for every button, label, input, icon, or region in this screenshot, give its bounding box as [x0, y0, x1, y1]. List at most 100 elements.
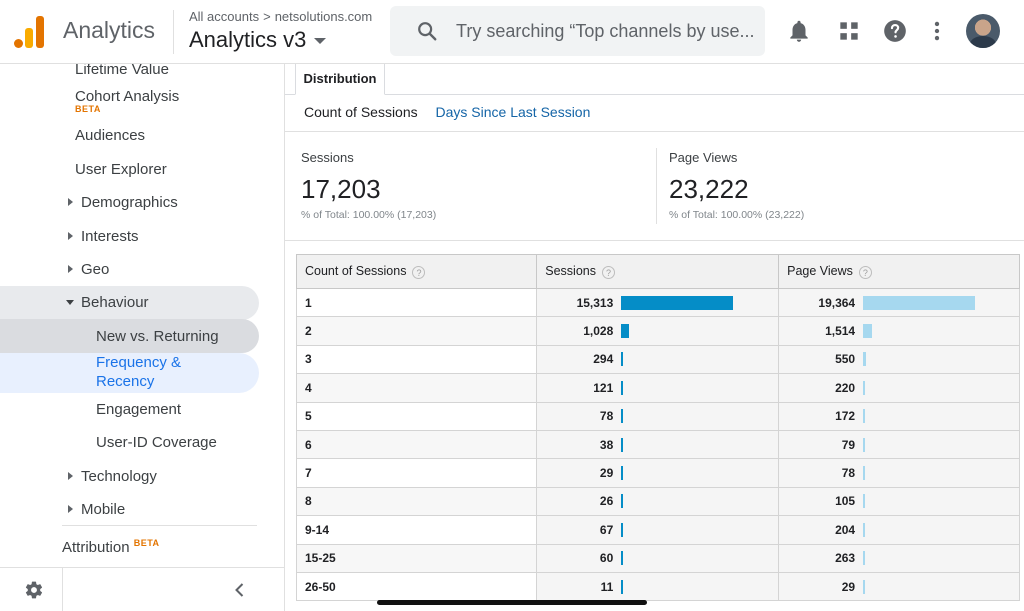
sidebar-item-audiences[interactable]: Audiences: [75, 127, 146, 144]
pageviews-bar: [863, 579, 866, 594]
bell-icon[interactable]: [786, 18, 812, 44]
sidebar-item-user-id-coverage[interactable]: User-ID Coverage: [96, 434, 217, 451]
sidebar-item-label: Cohort Analysis: [75, 88, 180, 105]
expand-arrow-icon[interactable]: [68, 505, 73, 513]
cell-pageviews: 263: [778, 543, 1020, 573]
column-header-count-of-sessions[interactable]: Count of Sessions?: [295, 254, 538, 289]
pageviews-value: 263: [835, 551, 856, 566]
cell-bucket: 6: [295, 429, 538, 460]
pageviews-value: 105: [835, 494, 856, 509]
app-title[interactable]: Analytics: [63, 17, 156, 43]
expand-arrow-icon[interactable]: [68, 265, 73, 273]
column-header-sessions[interactable]: Sessions?: [536, 254, 780, 289]
pageviews-bar: [863, 352, 867, 367]
expand-arrow-icon[interactable]: [68, 232, 73, 240]
cell-sessions: 294: [536, 344, 780, 375]
cell-sessions: 67: [536, 515, 780, 545]
cell-sessions: 60: [536, 543, 780, 573]
sidebar-item-new-vs-returning[interactable]: New vs. Returning: [96, 328, 219, 345]
apps-grid-icon[interactable]: [836, 18, 862, 44]
search-box[interactable]: [390, 6, 765, 56]
gear-icon[interactable]: [24, 580, 44, 600]
search-input[interactable]: [456, 16, 756, 46]
breadcrumb-account: netsolutions.com: [274, 9, 373, 24]
home-indicator[interactable]: [377, 600, 647, 605]
sidebar-item-interests[interactable]: Interests: [81, 228, 139, 245]
table-row: 8 26 105: [295, 486, 1020, 517]
collapse-arrow-icon[interactable]: [66, 300, 74, 305]
tab-distribution[interactable]: Distribution: [295, 64, 385, 95]
column-header-label: Page Views: [787, 264, 853, 279]
column-header-page-views[interactable]: Page Views?: [778, 254, 1020, 289]
sidebar-nav: Lifetime Value Cohort Analysis BETA Audi…: [0, 64, 285, 611]
sidebar-item-label: Frequency &: [96, 354, 182, 371]
pageviews-bar: [863, 551, 866, 566]
subtab-count-of-sessions[interactable]: Count of Sessions: [304, 104, 418, 120]
pageviews-bar: [863, 466, 866, 481]
subtab-days-since-last-session[interactable]: Days Since Last Session: [435, 104, 591, 120]
sessions-value: 15,313: [576, 295, 614, 310]
help-icon[interactable]: ?: [412, 265, 426, 279]
sidebar-item-behaviour-highlight[interactable]: [0, 286, 259, 320]
property-selector[interactable]: Analytics v3: [189, 27, 327, 53]
cell-pageviews: 105: [778, 486, 1020, 517]
pageviews-bar: [863, 380, 866, 395]
sidebar-item-lifetime-value[interactable]: Lifetime Value: [75, 64, 169, 78]
sidebar-item-new-vs-returning-highlight[interactable]: [0, 319, 259, 353]
metric-summary: Sessions 17,203 % of Total: 100.00% (17,…: [285, 131, 1024, 241]
metric-label: Sessions: [301, 150, 354, 165]
sidebar-item-demographics[interactable]: Demographics: [81, 194, 178, 211]
expand-arrow-icon[interactable]: [68, 198, 73, 206]
metric-value: 23,222: [669, 174, 749, 204]
sessions-value: 11: [600, 579, 614, 594]
sidebar-item-geo[interactable]: Geo: [81, 261, 110, 278]
cell-pageviews: 172: [778, 401, 1020, 431]
sidebar-item-frequency-recency-highlight[interactable]: [0, 353, 259, 393]
help-icon[interactable]: ?: [858, 265, 872, 279]
cell-bucket: 26-50: [295, 571, 538, 602]
breadcrumb-root: All accounts: [189, 9, 260, 24]
metric-value: 17,203: [301, 174, 381, 204]
sidebar-item-behaviour[interactable]: Behaviour: [81, 294, 149, 311]
table-row: 5 78 172: [295, 401, 1020, 431]
footer-divider: [62, 568, 63, 611]
cell-bucket: 2: [295, 316, 538, 346]
help-icon[interactable]: [882, 18, 908, 44]
cell-bucket: 5: [295, 401, 538, 431]
header-divider: [173, 10, 174, 54]
expand-arrow-icon[interactable]: [68, 472, 73, 480]
cell-sessions: 121: [536, 373, 780, 403]
account-breadcrumb[interactable]: All accounts > netsolutions.com: [189, 9, 372, 24]
analytics-logo-icon[interactable]: [14, 14, 46, 48]
pageviews-bar: [863, 324, 873, 339]
cell-sessions: 26: [536, 486, 780, 517]
table-header-row: Count of Sessions? Sessions? Page Views?: [295, 254, 1020, 289]
more-vert-icon[interactable]: [924, 18, 950, 44]
cell-pageviews: 78: [778, 458, 1020, 488]
avatar[interactable]: [966, 14, 1000, 48]
sidebar-item-frequency-recency[interactable]: Frequency & Recency: [96, 354, 181, 390]
cell-bucket: 4: [295, 373, 538, 403]
table-row: 3 294 550: [295, 344, 1020, 375]
help-icon[interactable]: ?: [602, 265, 615, 279]
sidebar-item-technology[interactable]: Technology: [81, 468, 157, 485]
column-header-label: Count of Sessions: [305, 264, 407, 279]
pageviews-value: 79: [841, 437, 856, 452]
sidebar-item-user-explorer[interactable]: User Explorer: [75, 161, 167, 178]
cell-bucket: 1: [295, 287, 538, 318]
cell-bucket: 3: [295, 344, 538, 375]
sessions-bar: [621, 380, 624, 395]
chevron-left-icon[interactable]: [232, 582, 248, 598]
pageviews-bar: [863, 295, 976, 310]
sidebar-item-engagement[interactable]: Engagement: [96, 401, 182, 418]
sidebar-item-attribution[interactable]: Attribution BETA: [62, 538, 160, 556]
cell-bucket: 7: [295, 458, 538, 488]
pageviews-bar: [863, 494, 866, 509]
cell-bucket: 15-25: [295, 543, 538, 573]
sidebar-item-label: Recency: [96, 373, 155, 390]
report-content: Distribution Count of Sessions Days Sinc…: [285, 64, 1024, 611]
column-header-label: Sessions: [545, 264, 596, 279]
sessions-bar: [621, 437, 624, 452]
sidebar-item-mobile[interactable]: Mobile: [81, 501, 126, 518]
sidebar-item-cohort-analysis[interactable]: Cohort Analysis: [75, 88, 179, 105]
